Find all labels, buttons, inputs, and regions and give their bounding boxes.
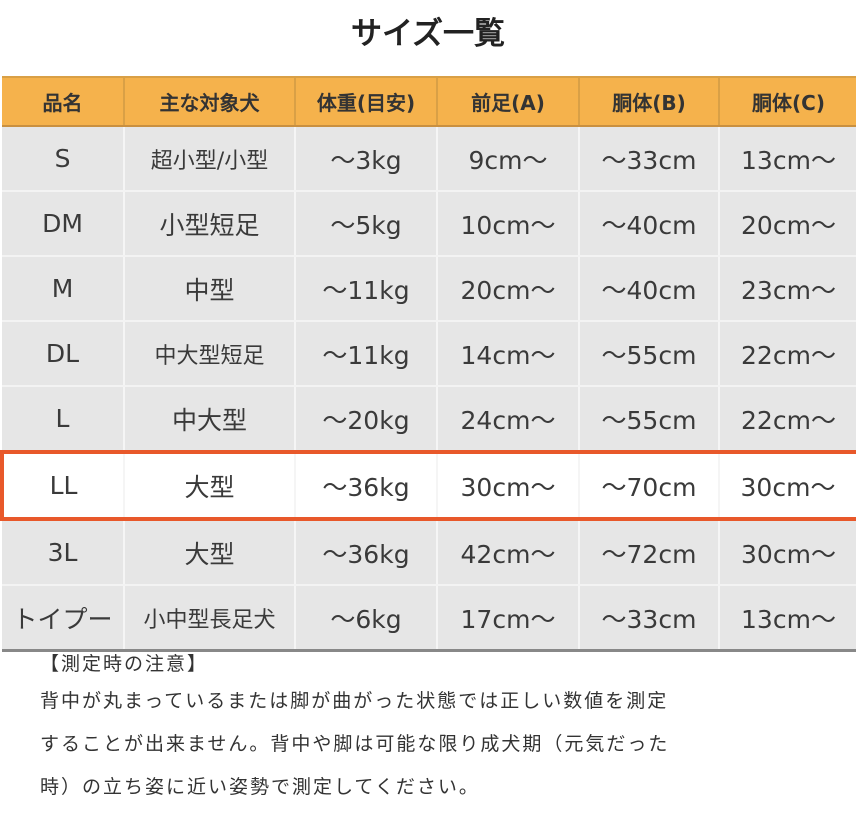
measurement-notes: 【測定時の注意】 背中が丸まっているまたは脚が曲がった状態では正しい数値を測定 … — [40, 648, 840, 809]
table-cell: ～11kg — [295, 256, 438, 322]
table-cell: 中型 — [124, 256, 296, 322]
table-cell: 大型 — [124, 519, 296, 586]
table-cell: ～20kg — [295, 386, 438, 453]
table-cell: 22cm～ — [719, 321, 856, 387]
table-cell: 中大型 — [124, 386, 296, 453]
table-cell: ～36kg — [295, 450, 438, 521]
table-cell: 中大型短足 — [124, 321, 296, 387]
table-cell: 24cm～ — [437, 386, 580, 453]
column-header: 品名 — [2, 76, 125, 127]
notes-line: 時）の立ち姿に近い姿勢で測定してください。 — [40, 776, 480, 798]
column-header: 体重(目安) — [295, 76, 438, 127]
column-header: 胴体(B) — [579, 76, 720, 127]
table-cell: 22cm～ — [719, 386, 856, 453]
table-cell: ～3kg — [295, 126, 438, 192]
notes-line: 背中が丸まっているまたは脚が曲がった状態では正しい数値を測定 — [40, 690, 669, 712]
table-cell: LL — [0, 450, 125, 521]
table-cell: ～72cm — [579, 519, 720, 586]
table-cell: M — [2, 256, 125, 322]
table-cell: ～55cm — [579, 321, 720, 387]
table-cell: 10cm～ — [437, 191, 580, 257]
table-cell: 小中型長足犬 — [124, 585, 296, 652]
table-cell: 14cm～ — [437, 321, 580, 387]
table-cell: ～6kg — [295, 585, 438, 652]
notes-line: することが出来ません。背中や脚は可能な限り成犬期（元気だった — [40, 733, 670, 755]
table-cell: DM — [2, 191, 125, 257]
table-cell: ～40cm — [579, 256, 720, 322]
table-row: トイプー 小中型長足犬 ～6kg 17cm～ ～33cm 13cm～ — [2, 585, 856, 652]
table-cell: 30cm～ — [719, 450, 856, 521]
column-header: 主な対象犬 — [124, 76, 296, 127]
table-cell: 3L — [2, 519, 125, 586]
table-cell: ～55cm — [579, 386, 720, 453]
table-cell: ～36kg — [295, 519, 438, 586]
table-cell: S — [2, 126, 125, 192]
table-cell: ～5kg — [295, 191, 438, 257]
table-row: 3L 大型 ～36kg 42cm～ ～72cm 30cm～ — [2, 519, 856, 586]
table-cell: ～33cm — [579, 585, 720, 652]
column-header: 胴体(C) — [719, 76, 856, 127]
table-row: DL 中大型短足 ～11kg 14cm～ ～55cm 22cm～ — [2, 321, 856, 387]
table-cell: ～33cm — [579, 126, 720, 192]
table-cell: 13cm～ — [719, 126, 856, 192]
table-cell: 9cm～ — [437, 126, 580, 192]
table-row: DM 小型短足 ～5kg 10cm～ ～40cm 20cm～ — [2, 191, 856, 257]
table-cell: ～40cm — [579, 191, 720, 257]
table-row: L 中大型 ～20kg 24cm～ ～55cm 22cm～ — [2, 386, 856, 453]
size-table: 品名 主な対象犬 体重(目安) 前足(A) 胴体(B) 胴体(C) S 超小型/小型 ～3kg… — [0, 76, 856, 652]
table-cell: 小型短足 — [124, 191, 296, 257]
table-cell: 大型 — [124, 450, 296, 521]
table-cell: ～11kg — [295, 321, 438, 387]
table-row: M 中型 ～11kg 20cm～ ～40cm 23cm～ — [2, 256, 856, 322]
table-row: S 超小型/小型 ～3kg 9cm～ ～33cm 13cm～ — [2, 126, 856, 192]
table-row: LL 大型 ～36kg 30cm～ ～70cm 30cm～ — [0, 450, 856, 521]
table-cell: DL — [2, 321, 125, 387]
table-cell: ～70cm — [579, 450, 720, 521]
table-cell: 13cm～ — [719, 585, 856, 652]
notes-heading: 【測定時の注意】 — [40, 653, 209, 675]
table-cell: 30cm～ — [437, 450, 580, 521]
column-header: 前足(A) — [437, 76, 580, 127]
table-header: 品名 主な対象犬 体重(目安) 前足(A) 胴体(B) 胴体(C) — [2, 76, 856, 127]
table-cell: 23cm～ — [719, 256, 856, 322]
page-title: サイズ一覧 — [350, 16, 506, 52]
table-cell: L — [2, 386, 125, 453]
table-cell: 20cm～ — [437, 256, 580, 322]
table-cell: 42cm～ — [437, 519, 580, 586]
table-cell: 30cm～ — [719, 519, 856, 586]
table-cell: 20cm～ — [719, 191, 856, 257]
table-cell: トイプー — [2, 585, 125, 652]
table-cell: 17cm～ — [437, 585, 580, 652]
table-cell: 超小型/小型 — [124, 126, 296, 192]
